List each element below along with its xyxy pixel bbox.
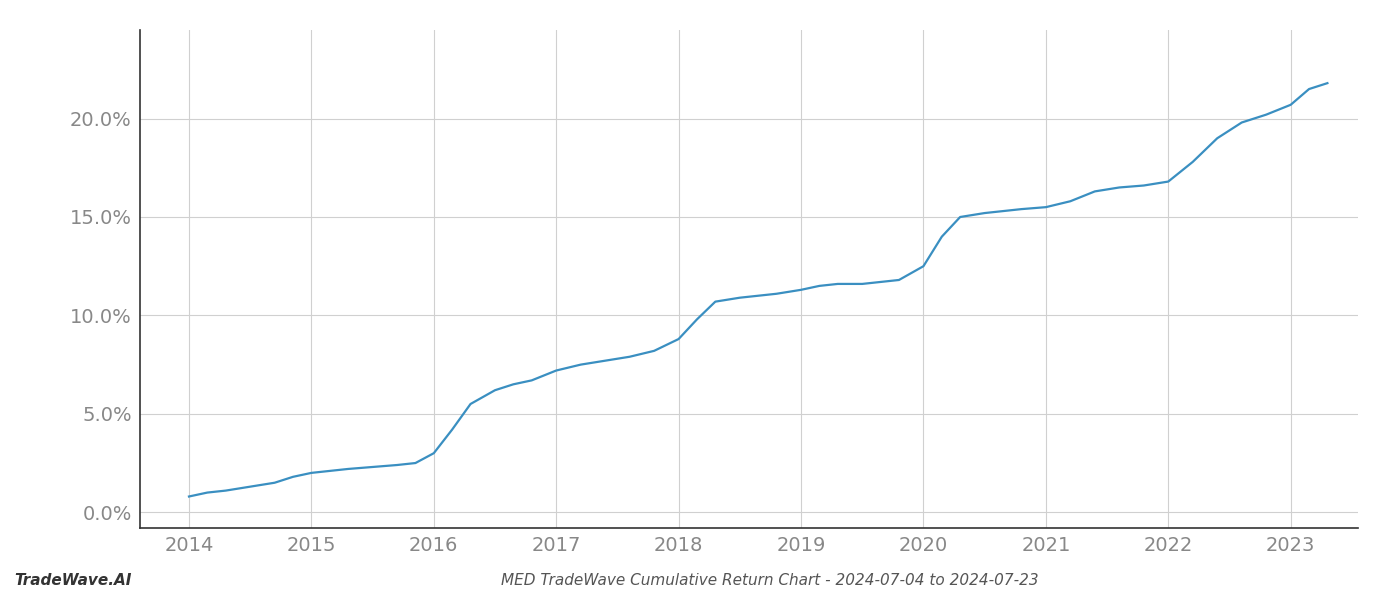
Text: MED TradeWave Cumulative Return Chart - 2024-07-04 to 2024-07-23: MED TradeWave Cumulative Return Chart - …: [501, 573, 1039, 588]
Text: TradeWave.AI: TradeWave.AI: [14, 573, 132, 588]
